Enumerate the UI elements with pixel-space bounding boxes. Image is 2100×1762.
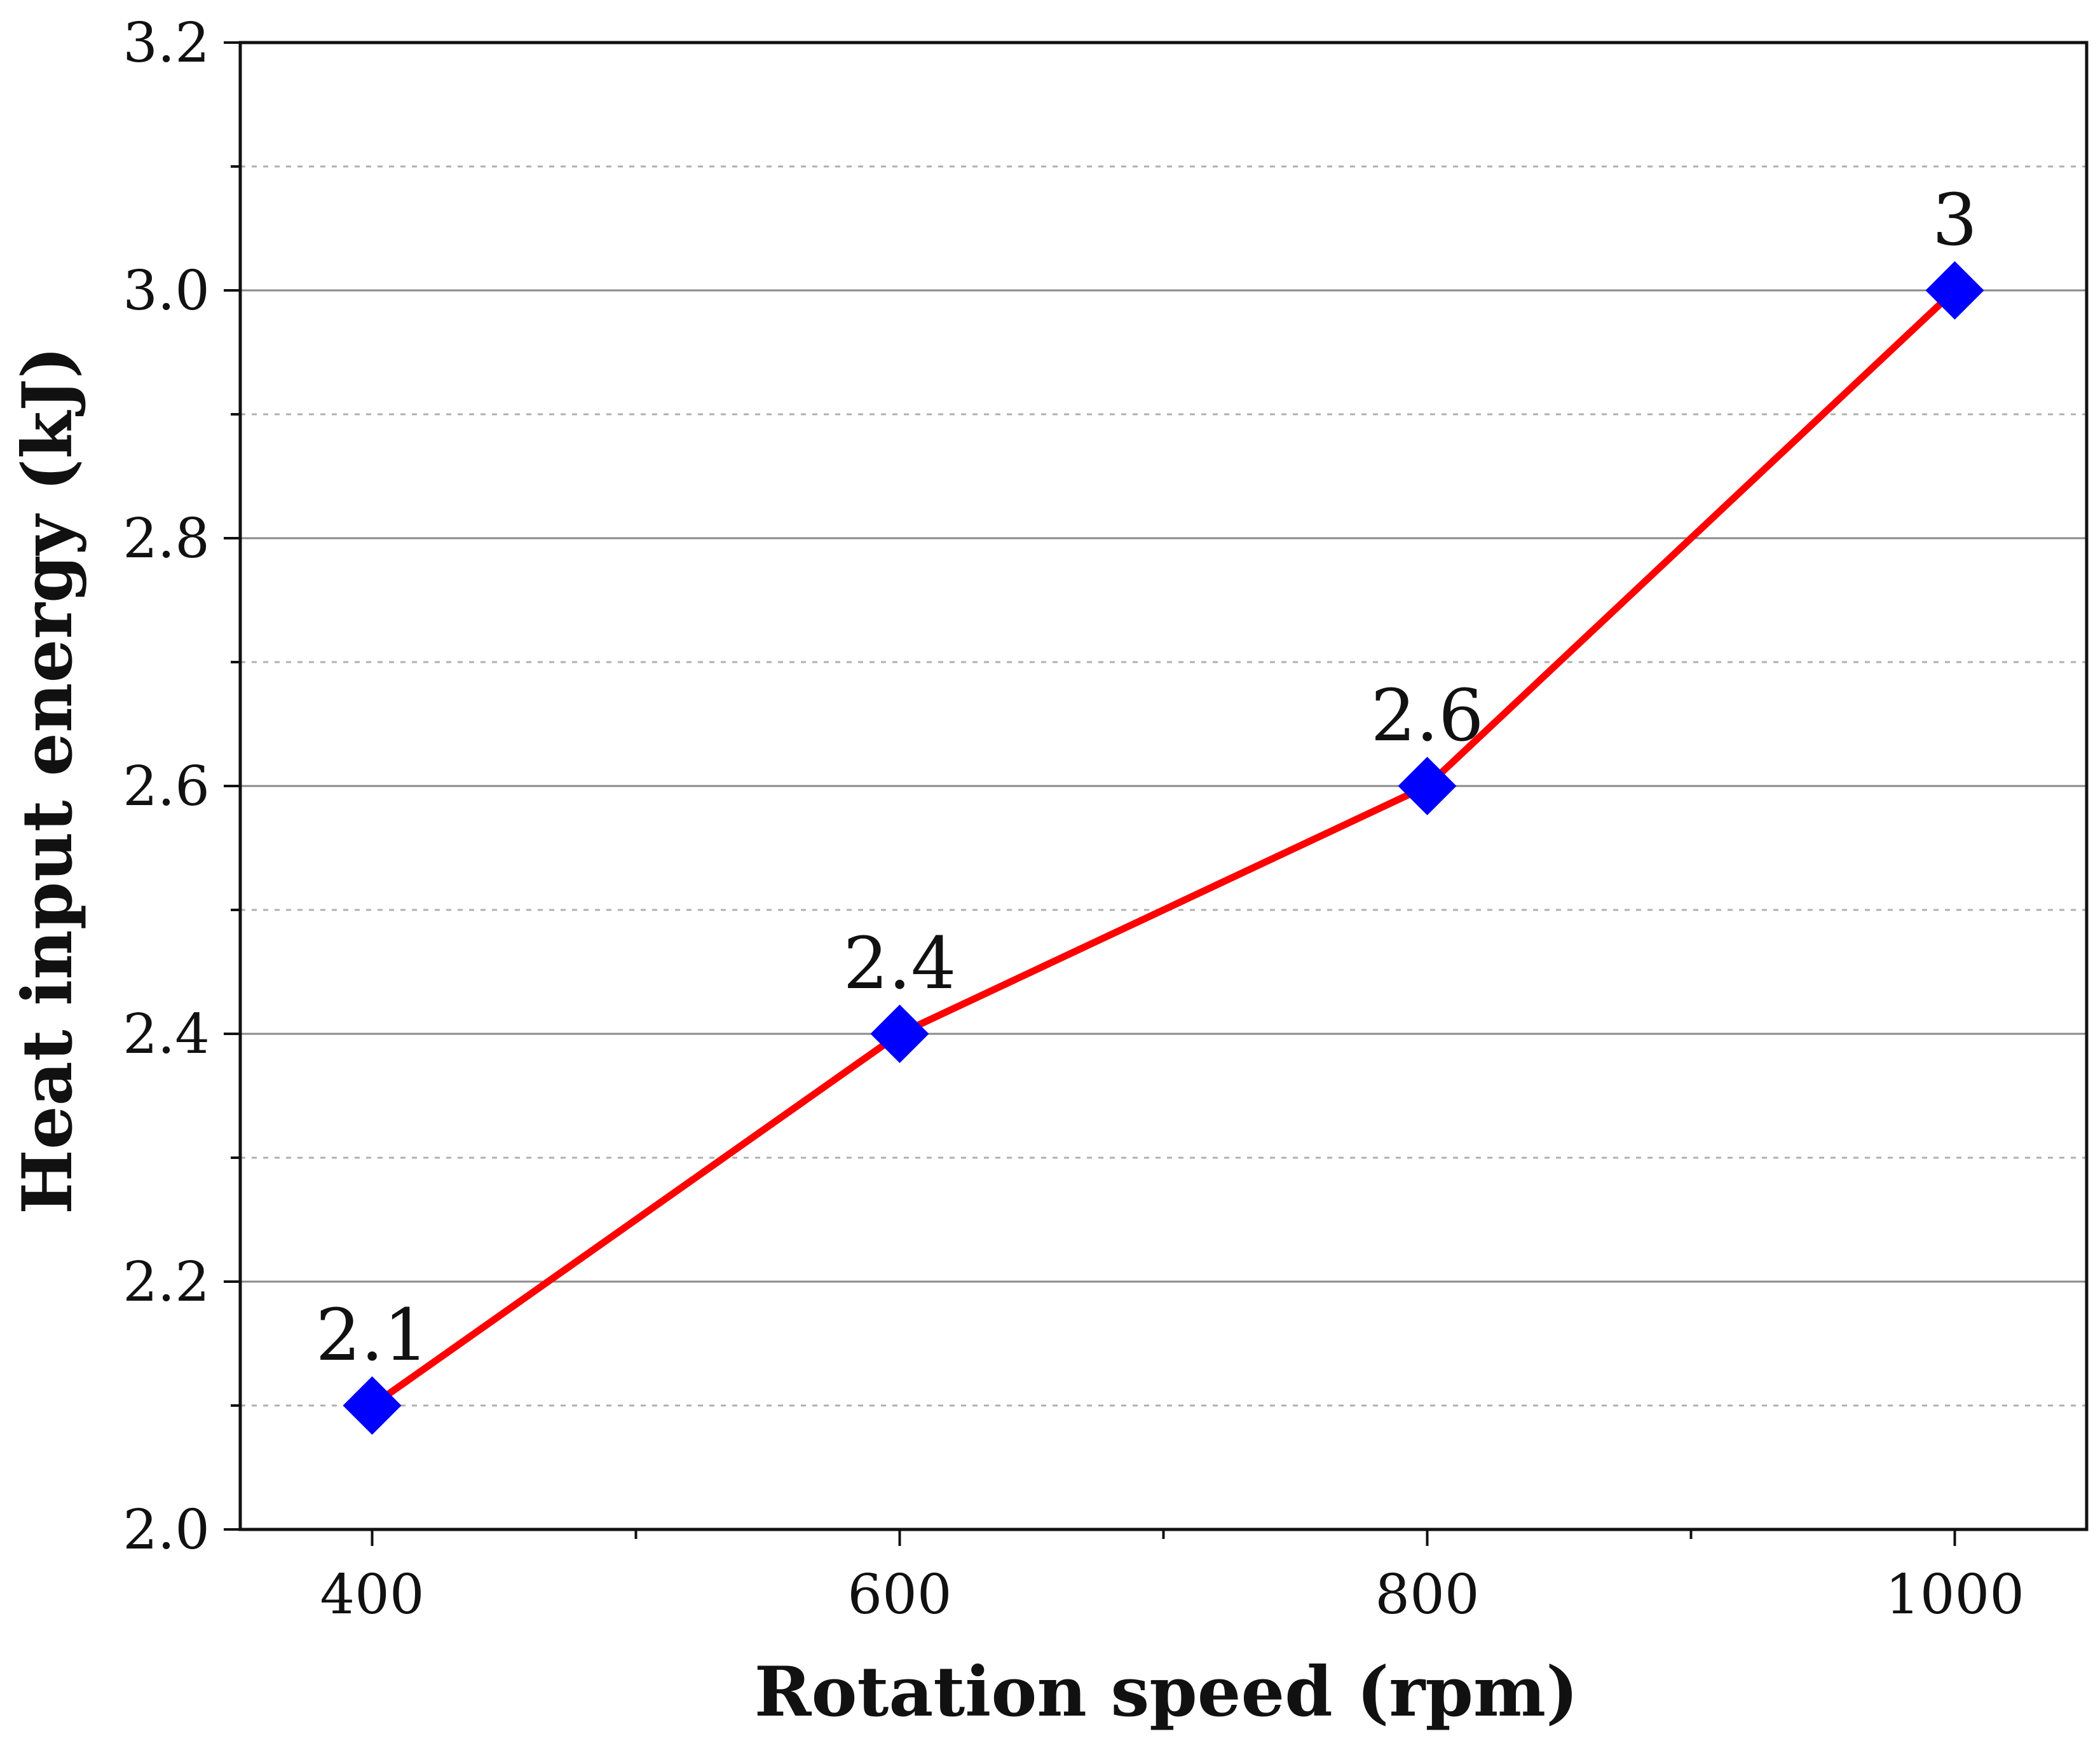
grid-layer: [240, 165, 2087, 1407]
y-tick-label-2.2: 2.2: [123, 1250, 210, 1314]
data-label-800: 2.6: [1370, 675, 1483, 757]
data-marker-800: [1398, 757, 1457, 815]
y-axis-title: Heat input energy (kJ): [8, 346, 88, 1214]
labels-layer: 2.1 2.4 2.6 3 2.0 2.2 2.4 2.6 2.8 3.0 3.2 400 600 800…: [123, 11, 2024, 1627]
y-tick-label-2.0: 2.0: [123, 1498, 210, 1562]
data-marker-600: [870, 1005, 929, 1063]
axes-layer: [224, 41, 2089, 1546]
y-tick-label-2.4: 2.4: [123, 1003, 210, 1066]
data-label-600: 2.4: [843, 923, 956, 1005]
series-line: [369, 287, 1958, 1409]
series-layer: [343, 261, 1984, 1435]
x-tick-label-1000: 1000: [1885, 1563, 2024, 1627]
y-tick-label-2.8: 2.8: [123, 507, 210, 571]
y-tick-label-3.0: 3.0: [123, 259, 210, 323]
x-tick-label-800: 800: [1375, 1563, 1479, 1627]
data-marker-400: [343, 1376, 402, 1435]
y-tick-label-3.2: 3.2: [123, 11, 210, 75]
data-label-400: 2.1: [315, 1294, 428, 1377]
x-axis-title: Rotation speed (rpm): [754, 1652, 1578, 1732]
x-tick-label-400: 400: [320, 1563, 424, 1627]
y-tick-label-2.6: 2.6: [123, 755, 210, 818]
x-tick-label-600: 600: [847, 1563, 951, 1627]
data-marker-1000: [1925, 261, 1984, 320]
data-label-1000: 3: [1932, 179, 1977, 262]
